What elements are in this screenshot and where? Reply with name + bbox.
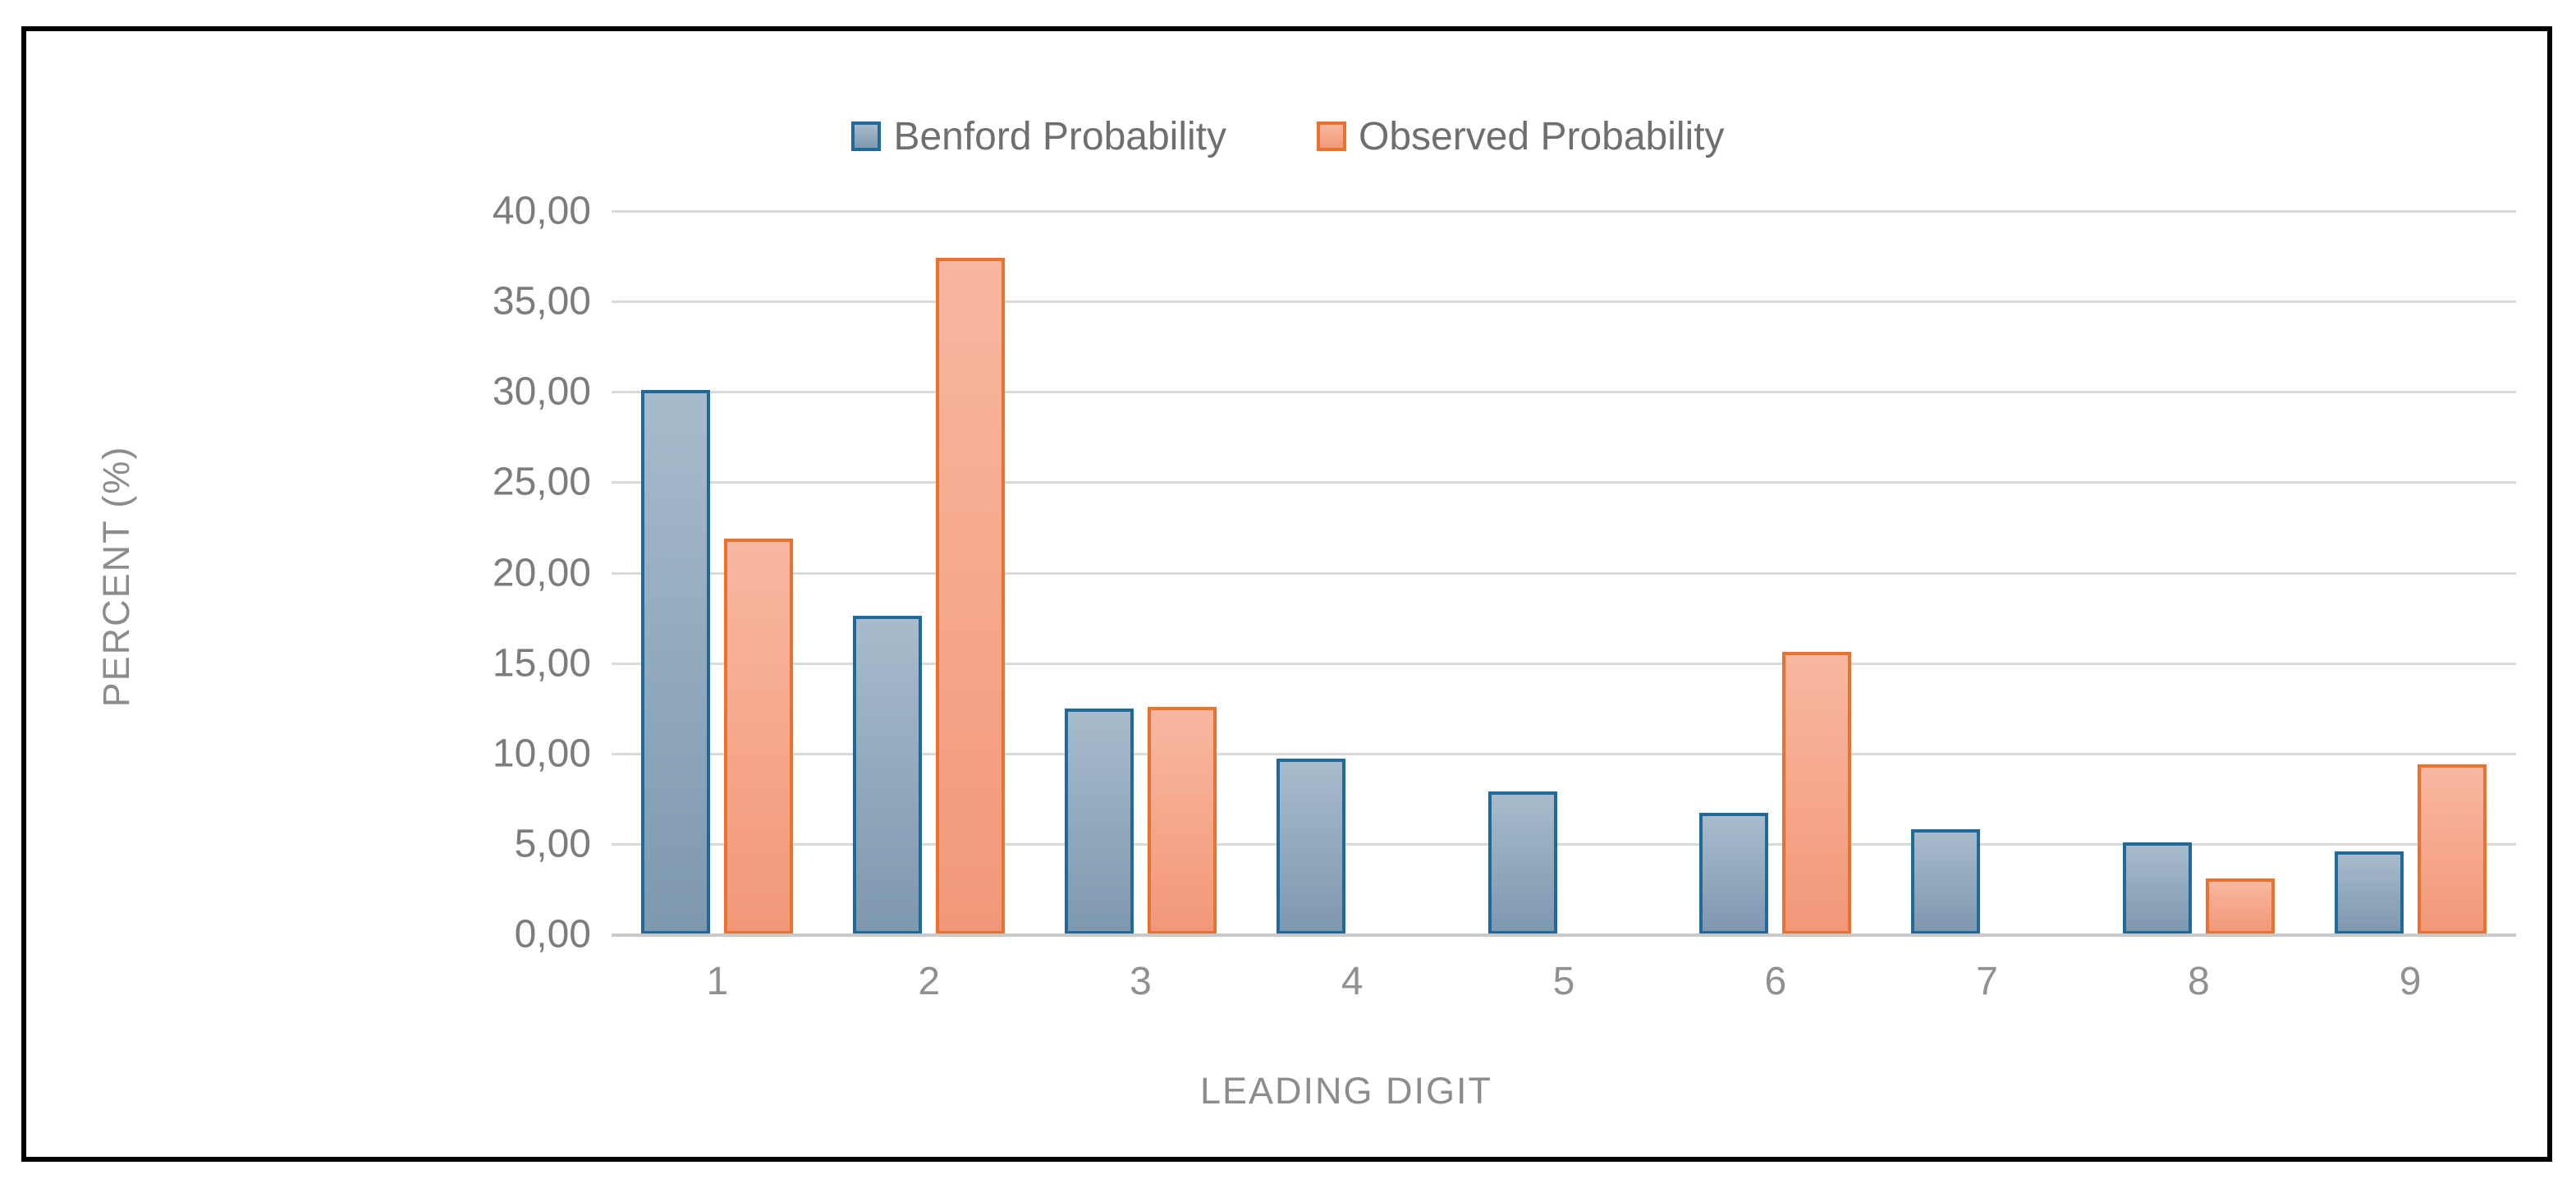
x-axis-line — [612, 934, 2516, 937]
bar-holder-benford-probability-digit-1 — [641, 211, 711, 934]
category-slot-8: 8 — [2092, 211, 2304, 1003]
y-tick-label-15: 15,00 — [492, 641, 591, 686]
bar-holder-benford-probability-digit-8 — [2122, 211, 2192, 934]
bar-holder-benford-probability-digit-4 — [1276, 211, 1345, 934]
gridline-10 — [612, 752, 2516, 755]
category-slot-4: 4 — [1246, 211, 1458, 1003]
bar-holder-benford-probability-digit-2 — [853, 211, 923, 934]
x-tick-label-1: 1 — [706, 960, 729, 1003]
y-tick-label-25: 25,00 — [492, 460, 591, 504]
y-tick-label-30: 30,00 — [492, 369, 591, 414]
plot-area: 1 2 3 4 5 6 7 8 9 — [612, 210, 2516, 1003]
bar-observed-probability-digit-2[interactable] — [936, 258, 1006, 934]
category-slot-2: 2 — [823, 211, 1035, 1003]
bar-observed-probability-digit-8[interactable] — [2205, 878, 2275, 934]
bar-holder-benford-probability-digit-7 — [1911, 211, 1981, 934]
legend-swatch-observed-probability — [1317, 122, 1346, 151]
bar-benford-probability-digit-1[interactable] — [641, 390, 711, 934]
gridline-20 — [612, 571, 2516, 575]
bar-benford-probability-digit-7[interactable] — [1911, 829, 1981, 934]
category-slot-6: 6 — [1670, 211, 1882, 1003]
x-tick-label-5: 5 — [1552, 960, 1575, 1003]
gridline-35 — [612, 300, 2516, 304]
bar-benford-probability-digit-8[interactable] — [2122, 842, 2192, 934]
bar-holder-benford-probability-digit-5 — [1487, 211, 1557, 934]
category-slot-5: 5 — [1458, 211, 1670, 1003]
x-axis-title: LEADING DIGIT — [1199, 1070, 1493, 1112]
legend-item-benford-probability[interactable]: Benford Probability — [851, 114, 1226, 159]
bar-holder-observed-probability-digit-9 — [2417, 211, 2487, 934]
bar-observed-probability-digit-9[interactable] — [2417, 764, 2487, 934]
gridline-30 — [612, 391, 2516, 394]
gridline-25 — [612, 481, 2516, 484]
y-axis-title: PERCENT (%) — [95, 445, 137, 708]
category-slot-7: 7 — [1882, 211, 2093, 1003]
x-tick-label-3: 3 — [1130, 960, 1152, 1003]
y-tick-label-0: 0,00 — [514, 912, 591, 957]
category-slot-1: 1 — [612, 211, 823, 1003]
x-tick-label-2: 2 — [918, 960, 941, 1003]
category-slot-9: 9 — [2304, 211, 2516, 1003]
y-tick-label-20: 20,00 — [492, 551, 591, 594]
bar-holder-observed-probability-digit-8 — [2205, 211, 2275, 934]
category-slot-3: 3 — [1035, 211, 1247, 1003]
legend-label-benford-probability: Benford Probability — [893, 114, 1226, 158]
bar-benford-probability-digit-3[interactable] — [1064, 708, 1134, 934]
bar-holder-observed-probability-digit-1 — [724, 211, 794, 934]
x-tick-label-8: 8 — [2188, 960, 2210, 1003]
bar-benford-probability-digit-2[interactable] — [853, 616, 923, 934]
legend: Benford Probability Observed Probability — [0, 108, 2576, 164]
legend-swatch-benford-probability — [851, 122, 882, 151]
bars-layer: 1 2 3 4 5 6 7 8 9 — [612, 211, 2516, 1003]
y-tick-label-5: 5,00 — [514, 822, 591, 866]
bar-benford-probability-digit-4[interactable] — [1276, 759, 1345, 934]
chart-frame — [21, 26, 2552, 1162]
legend-item-observed-probability[interactable]: Observed Probability — [1317, 114, 1725, 159]
y-tick-label-35: 35,00 — [492, 279, 591, 323]
bar-holder-benford-probability-digit-3 — [1064, 211, 1134, 934]
bar-benford-probability-digit-5[interactable] — [1487, 791, 1557, 934]
bar-benford-probability-digit-9[interactable] — [2334, 851, 2404, 934]
legend-label-observed-probability: Observed Probability — [1359, 114, 1725, 158]
x-tick-label-6: 6 — [1764, 960, 1787, 1003]
y-axis-ticks: 0,00 5,00 10,00 15,00 20,00 25,00 30,00 35,00 40… — [312, 190, 591, 957]
bar-observed-probability-digit-6[interactable] — [1782, 652, 1852, 934]
bar-holder-benford-probability-digit-6 — [1699, 211, 1769, 934]
x-tick-label-4: 4 — [1341, 960, 1364, 1003]
x-tick-label-9: 9 — [2399, 960, 2422, 1003]
bar-holder-observed-probability-digit-3 — [1147, 211, 1217, 934]
y-tick-label-40: 40,00 — [492, 189, 591, 233]
gridline-5 — [612, 842, 2516, 846]
bar-observed-probability-digit-3[interactable] — [1147, 706, 1217, 934]
bar-holder-observed-probability-digit-6 — [1782, 211, 1852, 934]
bar-holder-observed-probability-digit-2 — [936, 211, 1006, 934]
y-tick-label-10: 10,00 — [492, 732, 591, 776]
bar-benford-probability-digit-6[interactable] — [1699, 813, 1769, 934]
bar-holder-benford-probability-digit-9 — [2334, 211, 2404, 934]
bar-observed-probability-digit-1[interactable] — [724, 538, 794, 934]
gridline-15 — [612, 662, 2516, 665]
gridline-40 — [612, 210, 2516, 213]
x-tick-label-7: 7 — [1976, 960, 1998, 1003]
